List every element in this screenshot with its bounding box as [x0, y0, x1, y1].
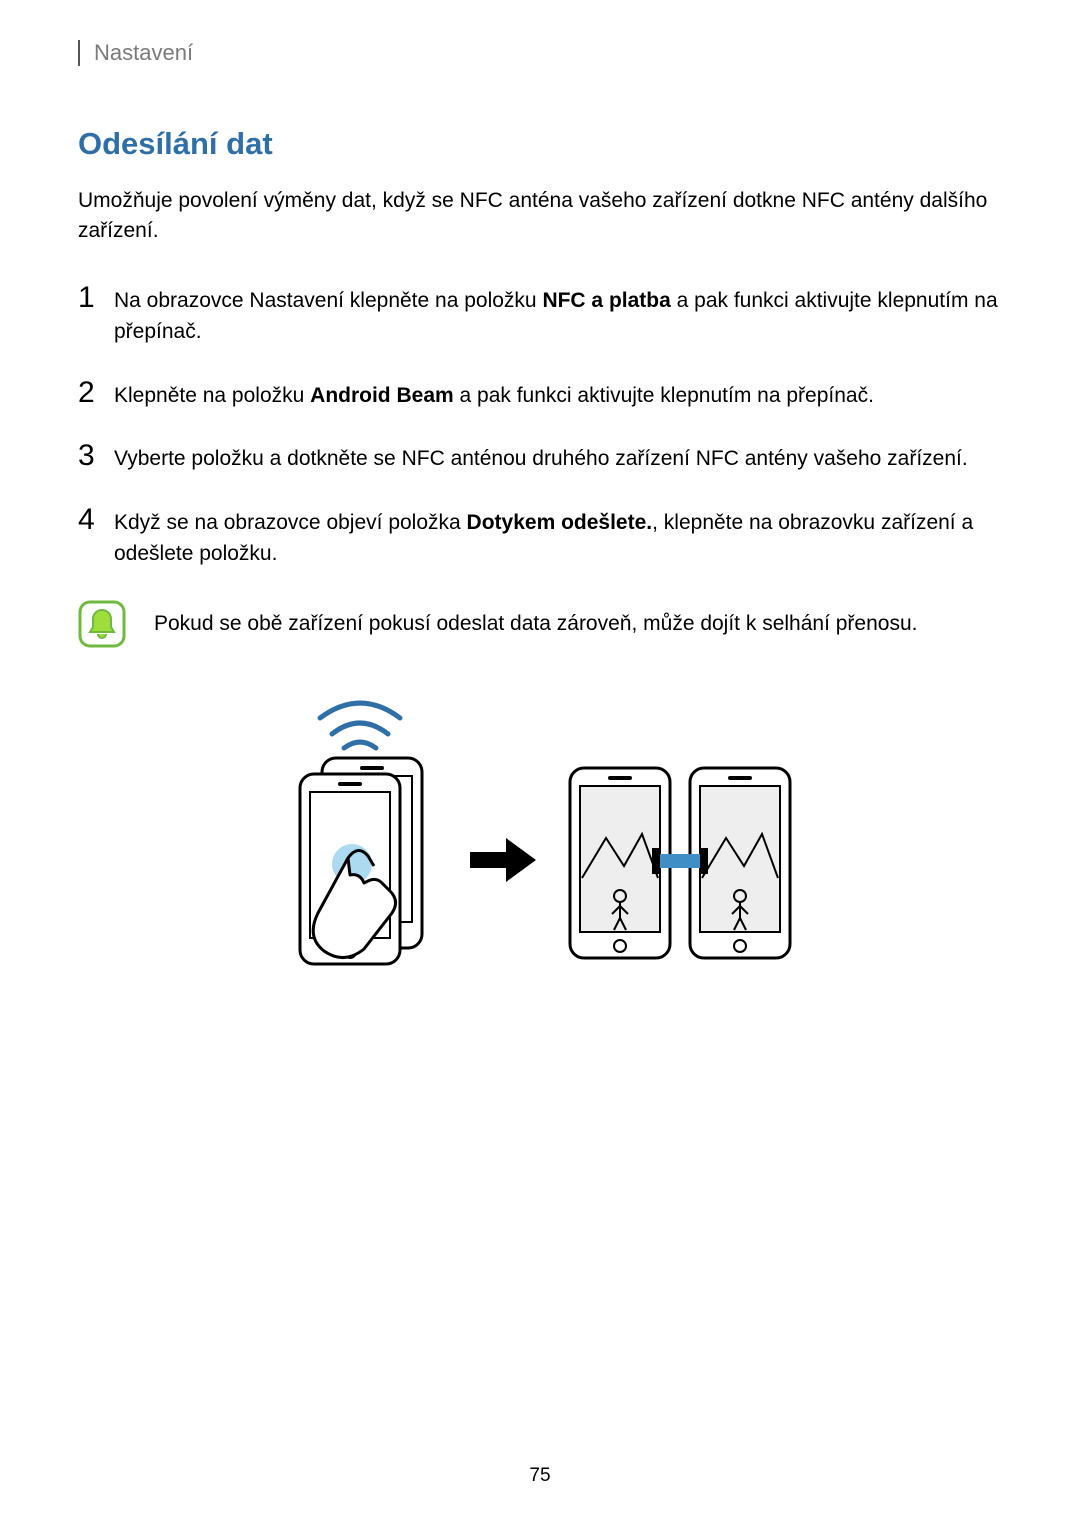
step-bold: Dotykem odešlete.: [467, 511, 653, 534]
step-pre: Vyberte položku a dotkněte se NFC anténo…: [114, 447, 968, 470]
section-intro: Umožňuje povolení výměny dat, když se NF…: [78, 186, 1002, 247]
step-4: 4 Když se na obrazovce objeví položka Do…: [78, 505, 1002, 570]
breadcrumb-bar: Nastavení: [78, 40, 1002, 66]
section-title: Odesílání dat: [78, 126, 1002, 162]
step-text: Klepněte na položku Android Beam a pak f…: [114, 380, 874, 412]
step-pre: Když se na obrazovce objeví položka: [114, 511, 467, 534]
step-bold: NFC a platba: [542, 289, 670, 312]
breadcrumb: Nastavení: [94, 40, 193, 65]
step-pre: Klepněte na položku: [114, 384, 310, 407]
step-2: 2 Klepněte na položku Android Beam a pak…: [78, 378, 1002, 412]
step-bold: Android Beam: [310, 384, 454, 407]
step-text: Když se na obrazovce objeví položka Doty…: [114, 507, 1002, 570]
steps-list: 1 Na obrazovce Nastavení klepněte na pol…: [78, 283, 1002, 570]
step-post: a pak funkci aktivujte klepnutím na přep…: [454, 384, 874, 407]
step-number: 2: [78, 378, 114, 408]
step-3: 3 Vyberte položku a dotkněte se NFC anté…: [78, 441, 1002, 475]
nfc-illustration: [78, 678, 1002, 968]
page-number: 75: [0, 1465, 1080, 1487]
step-number: 4: [78, 505, 114, 535]
step-pre: Na obrazovce Nastavení klepněte na polož…: [114, 289, 542, 312]
note: Pokud se obě zařízení pokusí odeslat dat…: [78, 600, 1002, 648]
step-text: Na obrazovce Nastavení klepněte na polož…: [114, 285, 1002, 348]
step-number: 1: [78, 283, 114, 313]
step-1: 1 Na obrazovce Nastavení klepněte na pol…: [78, 283, 1002, 348]
note-text: Pokud se obě zařízení pokusí odeslat dat…: [154, 609, 917, 639]
step-text: Vyberte položku a dotkněte se NFC anténo…: [114, 443, 968, 475]
bell-info-icon: [78, 600, 126, 648]
step-number: 3: [78, 441, 114, 471]
